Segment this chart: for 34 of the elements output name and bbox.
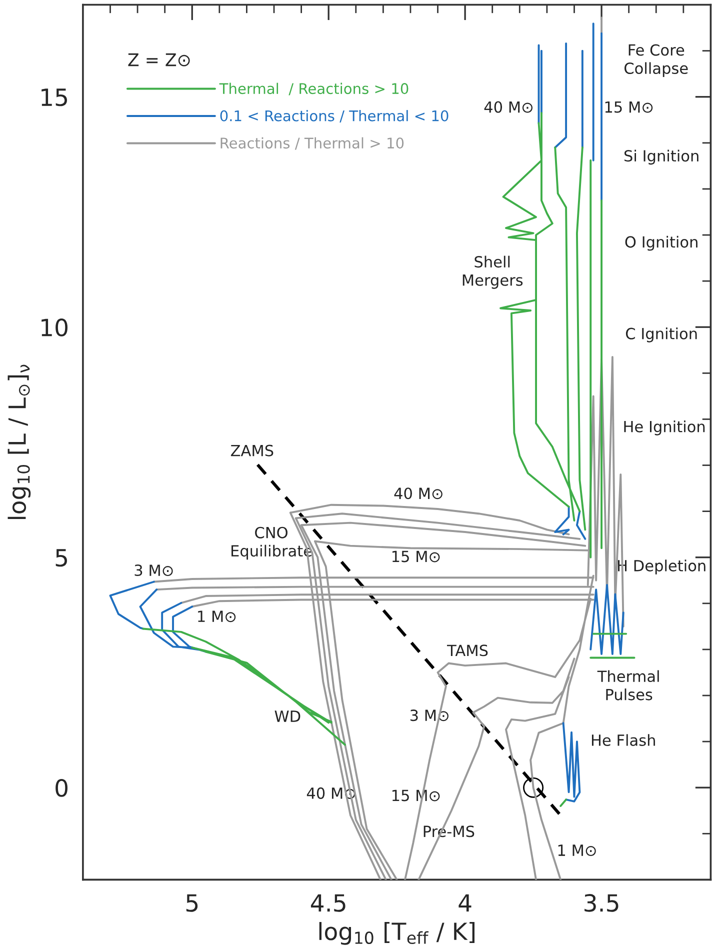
annotation: Thermal Pulses xyxy=(597,670,659,700)
annotation: CNO Equilibrate xyxy=(232,526,312,560)
y-tick-label: 10 xyxy=(42,318,68,336)
annotation: 15 M⊙ xyxy=(605,101,653,113)
annotation: He Ignition xyxy=(624,420,705,436)
x-tick-label: 4.5 xyxy=(310,894,346,912)
annotation: Si Ignition xyxy=(624,150,698,165)
annotation: WD xyxy=(274,710,300,722)
annotation: C Ignition xyxy=(626,328,697,342)
x-tick-label: 4 xyxy=(458,894,472,912)
annotation: Pre-MS xyxy=(424,826,474,838)
annotation: O Ignition xyxy=(625,236,698,251)
y-axis-title: log$_{10}$ [L / L$_{⊙}$]$_{ν}$ xyxy=(8,364,31,519)
y-tick-label: 15 xyxy=(42,88,67,106)
text: 0.1 < Reactions / Thermal < 10 xyxy=(220,110,448,122)
annotation: 3 M⊙ xyxy=(134,564,173,576)
text: Reactions / Thermal > 10 xyxy=(220,137,404,150)
annotation: TAMS xyxy=(447,644,488,656)
annotation: He Flash xyxy=(592,734,655,746)
annotation: ZAMS xyxy=(230,444,274,456)
y-tick-label: 5 xyxy=(56,549,67,567)
x-tick-label: 5 xyxy=(186,894,198,912)
x-axis-title: log$_{10}$ [T$_{eff}$ / K] xyxy=(319,922,474,945)
text: Thermal / Reactions > 10 xyxy=(219,82,408,96)
annotation: Fe Core Collapse xyxy=(624,44,688,77)
annotation: 1 M⊙ xyxy=(198,610,236,622)
annotation: 1 M⊙ xyxy=(558,844,596,856)
annotation: 40 M⊙ xyxy=(394,488,442,500)
x-tick-label: 3.5 xyxy=(584,894,618,912)
y-tick-label: 0 xyxy=(56,779,68,797)
annotation: 40 M⊙ xyxy=(484,101,532,113)
annotation: Shell Mergers xyxy=(462,256,523,289)
legend-title: Z = Z⊙ xyxy=(128,53,190,66)
annotation: 15 M⊙ xyxy=(392,550,440,562)
